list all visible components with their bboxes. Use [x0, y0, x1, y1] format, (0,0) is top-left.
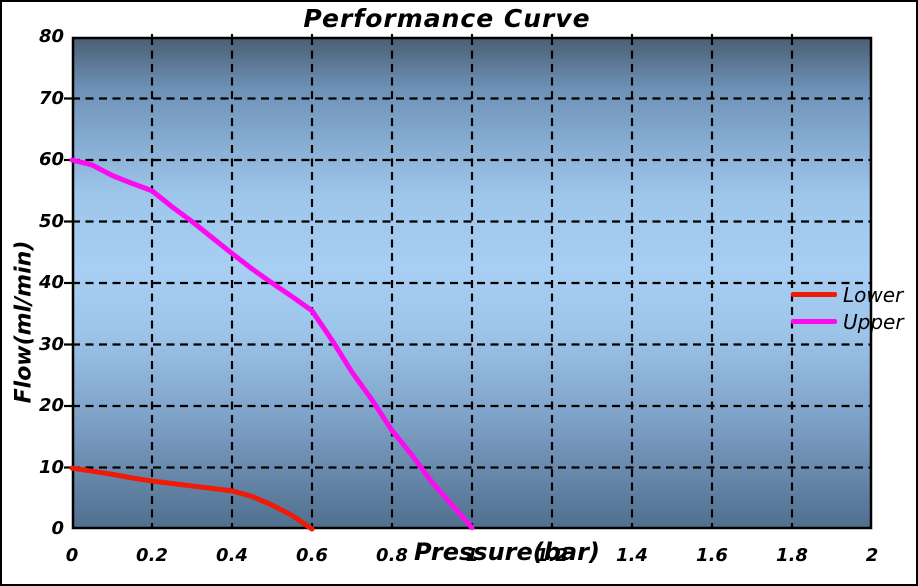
chart-title: Performance Curve	[303, 4, 591, 33]
x-tick-label-0: 0	[65, 545, 79, 566]
x-tick-label-2: 2	[865, 545, 879, 566]
x-tick-label-1.6: 1.6	[696, 545, 728, 566]
x-tick-label-1.2: 1.2	[536, 545, 568, 566]
y-tick-label-50: 50	[38, 210, 64, 232]
x-tick-label-0.8: 0.8	[376, 545, 408, 566]
plot-area	[64, 34, 873, 532]
x-tick-label-1.8: 1.8	[776, 545, 808, 566]
series-line-lower	[69, 465, 315, 532]
x-tick-label-0.4: 0.4	[216, 545, 248, 566]
legend-label-upper: Upper	[843, 309, 904, 334]
plot-svg	[64, 34, 873, 532]
y-tick-label-10: 10	[38, 456, 64, 478]
x-tick-label-1.4: 1.4	[616, 545, 648, 566]
axis-tick-marks	[64, 34, 794, 469]
y-tick-label-20: 20	[38, 395, 64, 416]
legend-label-lower: Lower	[843, 282, 904, 307]
y-tick-label-80: 80	[38, 26, 64, 47]
x-tick-label-0.6: 0.6	[296, 545, 328, 566]
y-tick-label-60: 60	[38, 149, 64, 170]
lower-line-swatch	[791, 292, 837, 297]
upper-line-swatch	[791, 319, 837, 324]
x-axis-title: Pressure(bar)	[414, 538, 600, 566]
x-tick-label-1: 1	[465, 545, 479, 566]
gridlines	[72, 37, 872, 529]
y-axis-title: Flow(ml/min)	[11, 240, 37, 404]
legend: Lower Upper	[791, 281, 904, 335]
legend-item-lower: Lower	[791, 281, 904, 308]
y-tick-label-0: 0	[51, 518, 64, 539]
y-tick-label-30: 30	[38, 333, 64, 355]
y-tick-label-70: 70	[38, 87, 64, 109]
series-line-upper	[69, 157, 475, 531]
x-tick-label-0.2: 0.2	[136, 545, 168, 566]
legend-item-upper: Upper	[791, 308, 904, 335]
y-tick-label-40: 40	[38, 272, 64, 293]
